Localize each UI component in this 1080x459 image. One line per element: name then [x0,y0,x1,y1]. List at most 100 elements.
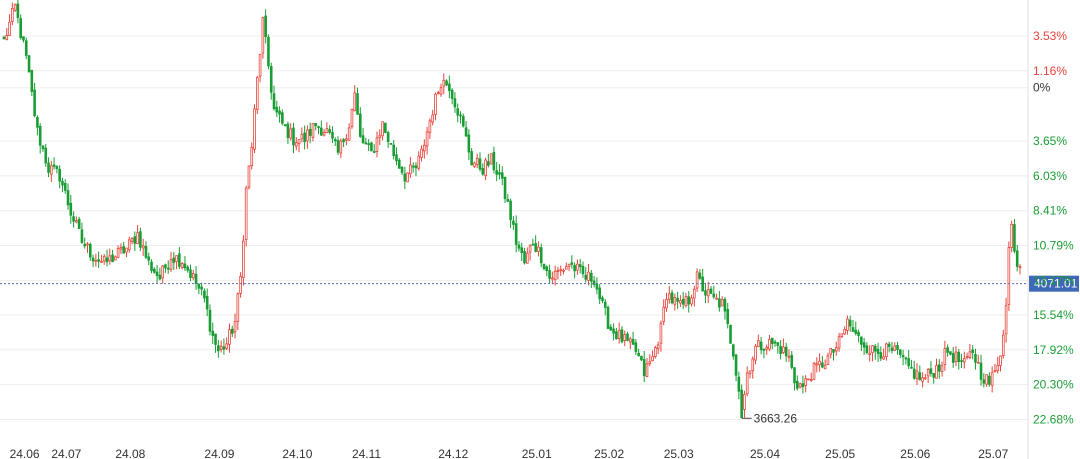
candle-up [968,351,972,358]
x-tick-label: 25.02 [594,447,624,459]
candle-up [13,4,17,11]
candle-down [729,324,732,344]
candle-down [974,354,977,363]
candle-up [667,293,671,300]
x-tick-label: 25.07 [978,447,1008,459]
candle-up [556,270,560,272]
price-tag-label: 4071.01 [1034,277,1078,291]
candle-down [111,254,114,263]
candle-down [19,18,23,39]
candle-down [397,159,401,169]
candle-up [993,370,997,373]
candle-up [673,297,677,305]
y-tick-label: 6.03% [1033,169,1067,183]
candle-up [846,318,849,331]
candle-up [406,172,409,183]
candle-down [392,144,396,157]
x-tick-label: 24.08 [115,447,145,459]
candle-down [857,331,860,336]
candle-down [946,347,949,353]
candle-down [545,266,549,272]
candle-down [542,263,546,270]
candle-down [456,108,460,116]
candle-down [303,132,306,143]
annotations: 3663.26 [741,411,797,425]
candle-down [573,264,576,272]
candle-down [773,341,777,344]
candle-down [860,336,863,345]
candle-up [999,355,1002,366]
candle-down [153,268,156,273]
candle-down [61,180,64,186]
candle-up [11,8,14,22]
reference-line: 4071.01 [0,275,1079,292]
candle-up [748,370,752,375]
candle-up [255,77,259,110]
candle-down [770,337,774,345]
candle-down [492,151,496,171]
candle-down [503,176,507,199]
candle-down [370,142,373,152]
candle-up [125,247,128,253]
candle-up [782,346,785,353]
x-tick-label: 25.03 [664,447,694,459]
candle-down [464,127,468,137]
candle-down [389,142,393,145]
candle-up [94,259,98,262]
candle-down [592,280,596,285]
candle-down [821,362,824,368]
candle-up [706,289,710,297]
candle-up [253,108,256,150]
candle-up [250,147,254,167]
candle-up [812,362,816,380]
candle-up [50,165,53,175]
x-axis: 24.06 24.07 24.08 24.09 24.10 24.11 24.12 25.01… [10,447,1009,459]
candle-up [420,148,423,158]
y-tick-label: 3.53% [1033,29,1067,43]
candle-down [534,243,537,252]
candle-down [873,345,877,352]
candle-down [333,139,337,142]
candle-up [325,128,329,134]
candle-down [80,229,84,243]
candle-down [862,342,866,348]
candle-up [247,165,251,188]
x-tick-label: 24.12 [438,447,468,459]
candle-up [564,266,568,270]
candle-down [450,89,454,99]
candle-up [815,363,819,366]
candle-up [804,378,807,386]
candle-up [306,129,309,142]
candle-up [442,79,446,87]
candle-down [158,274,162,280]
candle-up [662,306,666,322]
candle-down [208,309,212,332]
candle-up [297,139,301,145]
candle-up [623,334,627,341]
candle-down [400,166,404,173]
candle-down [901,354,905,358]
candle-up [840,333,844,337]
candle-down [139,231,142,248]
candle-down [734,354,738,376]
candle-up [119,247,123,250]
candle-down [498,172,501,175]
candle-up [690,297,693,305]
candle-down [793,367,796,384]
candle-up [768,339,771,350]
candle-down [395,154,398,162]
candle-down [205,295,209,310]
candle-down [292,127,295,146]
candle-down [512,220,515,225]
candle-down [865,345,869,354]
candle-up [567,263,571,267]
candle-up [743,394,746,410]
candle-down [386,132,390,142]
candle-up [576,263,579,271]
candle-up [1001,334,1005,356]
candle-down [72,216,75,222]
candle-down [759,341,763,351]
candle-up [161,265,164,279]
candle-down [584,274,588,280]
candle-up [381,121,384,137]
